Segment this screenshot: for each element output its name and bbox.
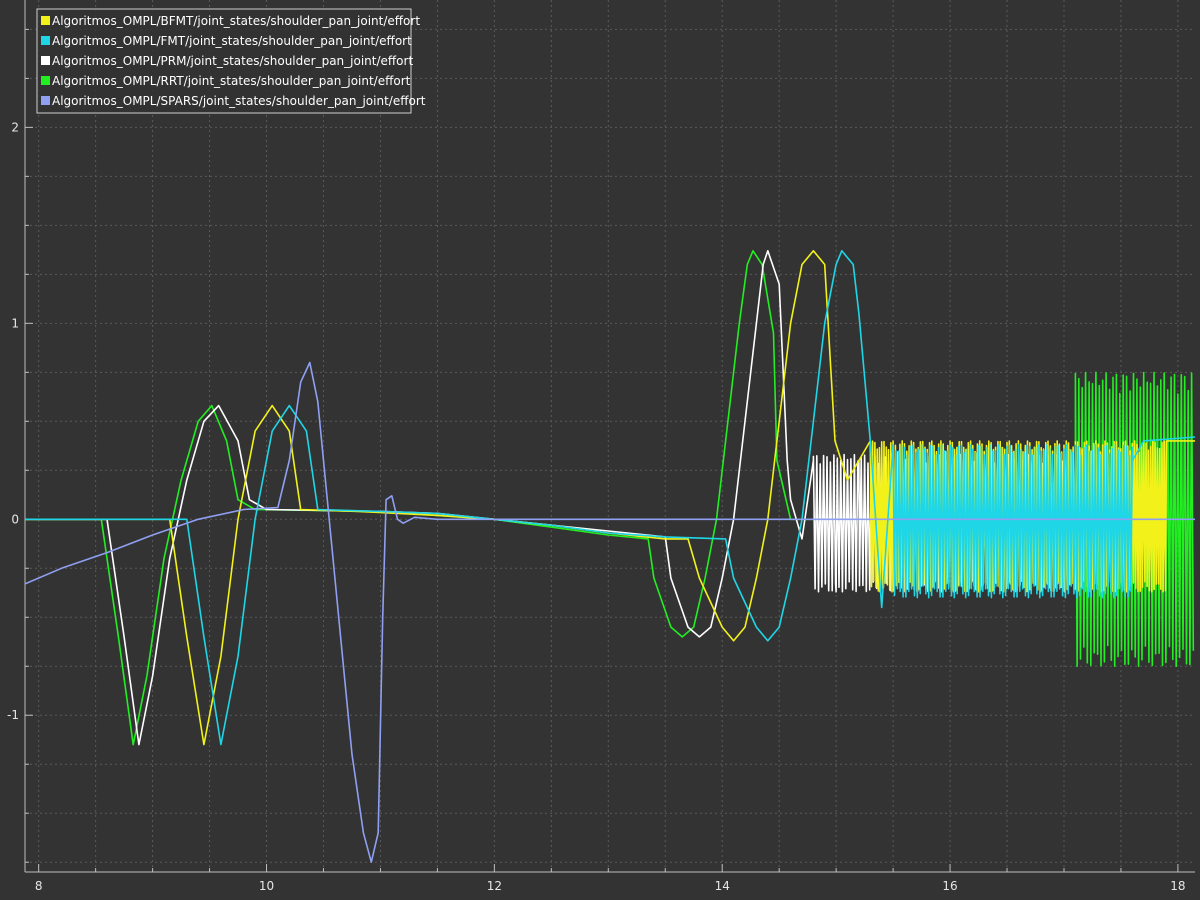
legend-swatch xyxy=(41,76,50,85)
legend-item-prm[interactable]: Algoritmos_OMPL/PRM/joint_states/shoulde… xyxy=(41,54,413,68)
legend-label: Algoritmos_OMPL/PRM/joint_states/shoulde… xyxy=(52,54,413,68)
legend-item-spars[interactable]: Algoritmos_OMPL/SPARS/joint_states/shoul… xyxy=(41,94,426,108)
y-tick-label: 2 xyxy=(11,120,19,134)
x-tick-label: 14 xyxy=(715,879,730,893)
legend-item-fmt[interactable]: Algoritmos_OMPL/FMT/joint_states/shoulde… xyxy=(41,34,412,48)
legend-swatch xyxy=(41,36,50,45)
series-layer xyxy=(24,250,1196,863)
x-tick-label: 12 xyxy=(487,879,502,893)
x-tick-label: 18 xyxy=(1170,879,1185,893)
legend-label: Algoritmos_OMPL/RRT/joint_states/shoulde… xyxy=(52,74,411,88)
legend-item-bfmt[interactable]: Algoritmos_OMPL/BFMT/joint_states/should… xyxy=(41,14,420,28)
y-tick-label: 1 xyxy=(11,316,19,330)
legend-box xyxy=(36,8,412,114)
y-tick-label: -1 xyxy=(7,708,19,722)
y-tick-label: 0 xyxy=(11,512,19,526)
x-tick-label: 10 xyxy=(259,879,274,893)
legend-swatch xyxy=(41,96,50,105)
x-tick-label: 16 xyxy=(942,879,957,893)
legend-label: Algoritmos_OMPL/BFMT/joint_states/should… xyxy=(52,14,420,28)
legend-label: Algoritmos_OMPL/FMT/joint_states/shoulde… xyxy=(52,34,412,48)
x-tick-label: 8 xyxy=(35,879,43,893)
legend-label: Algoritmos_OMPL/SPARS/joint_states/shoul… xyxy=(52,94,426,108)
series-line-fmt xyxy=(25,250,1196,746)
legend-swatch xyxy=(41,56,50,65)
legend-swatch xyxy=(41,16,50,25)
legend-item-rrt[interactable]: Algoritmos_OMPL/RRT/joint_states/shoulde… xyxy=(41,74,411,88)
series-line-spars xyxy=(24,361,1195,863)
legend[interactable]: Algoritmos_OMPL/BFMT/joint_states/should… xyxy=(36,8,426,114)
grid-lines xyxy=(25,0,1195,872)
